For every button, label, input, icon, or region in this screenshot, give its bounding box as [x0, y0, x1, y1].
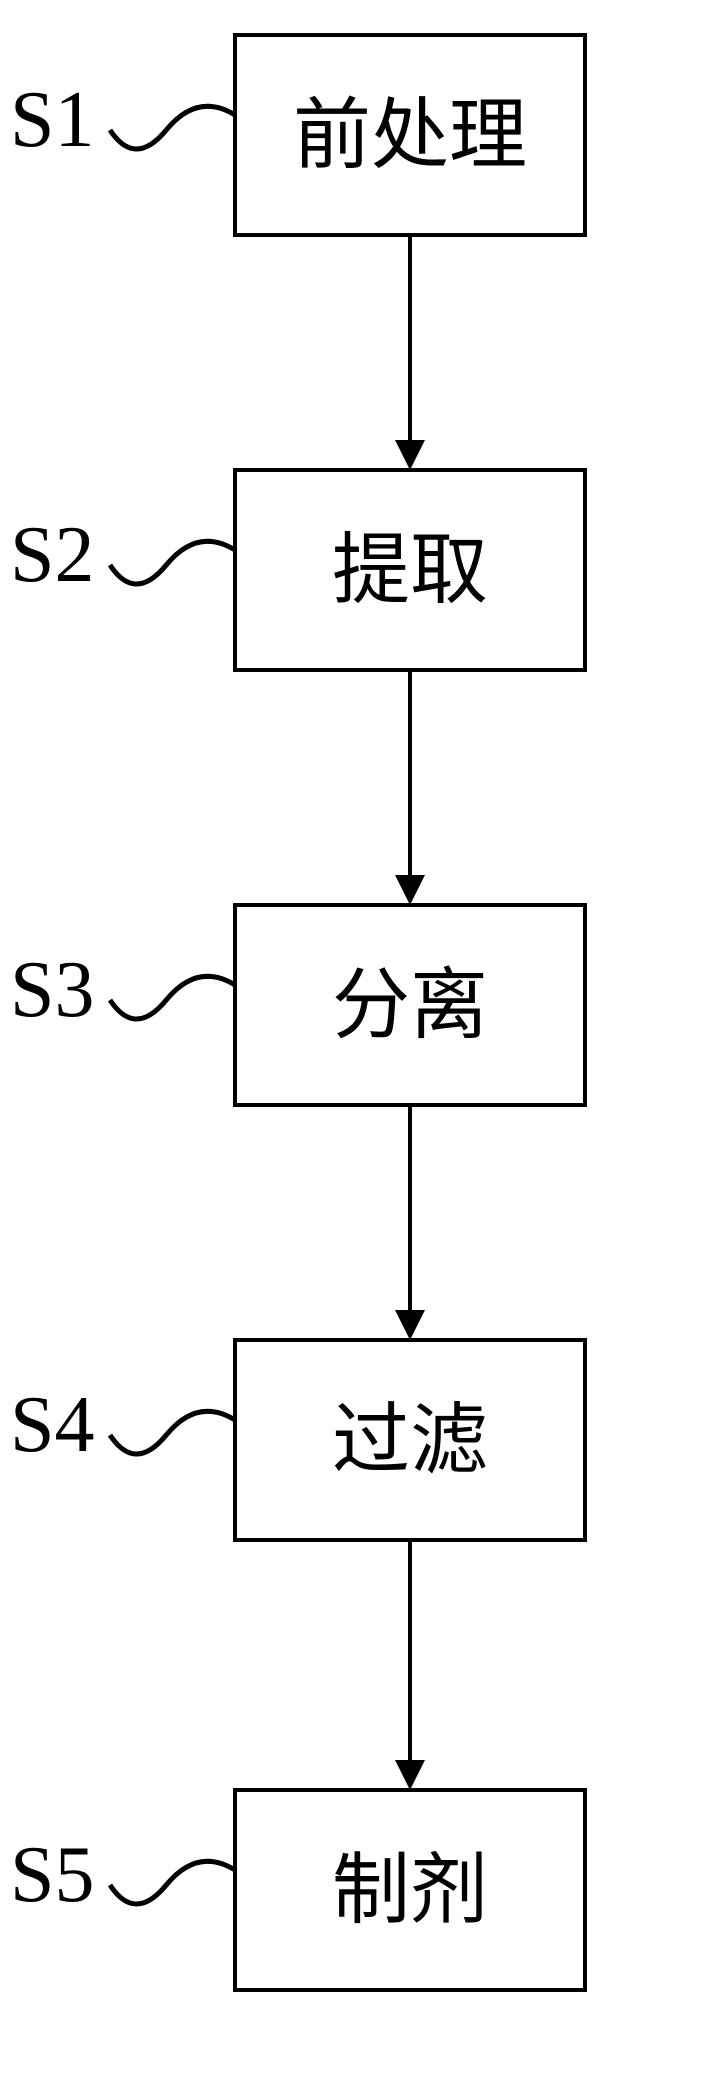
flow-node-text: 过滤: [332, 1397, 488, 1484]
flow-node-text: 分离: [332, 962, 488, 1049]
flow-step-label: S3: [10, 946, 95, 1034]
flow-arrowhead: [395, 875, 425, 905]
flow-squiggle-connector: [110, 1861, 235, 1904]
flow-squiggle-connector: [110, 106, 235, 149]
flow-arrowhead: [395, 1760, 425, 1790]
flow-arrowhead: [395, 440, 425, 470]
flow-step-label: S4: [10, 1381, 95, 1469]
flow-arrowhead: [395, 1310, 425, 1340]
flow-squiggle-connector: [110, 976, 235, 1019]
flow-node-text: 前处理: [293, 92, 527, 179]
flow-node-text: 制剂: [332, 1847, 488, 1934]
flowchart-canvas: 前处理 S1 提取 S2 分离 S3 过滤 S4 制剂 S5: [0, 0, 709, 2097]
flow-step-label: S5: [10, 1831, 95, 1919]
flow-step-label: S1: [10, 76, 95, 164]
flow-step-label: S2: [10, 511, 95, 599]
flow-squiggle-connector: [110, 541, 235, 584]
flow-node-text: 提取: [332, 527, 488, 614]
flow-squiggle-connector: [110, 1411, 235, 1454]
